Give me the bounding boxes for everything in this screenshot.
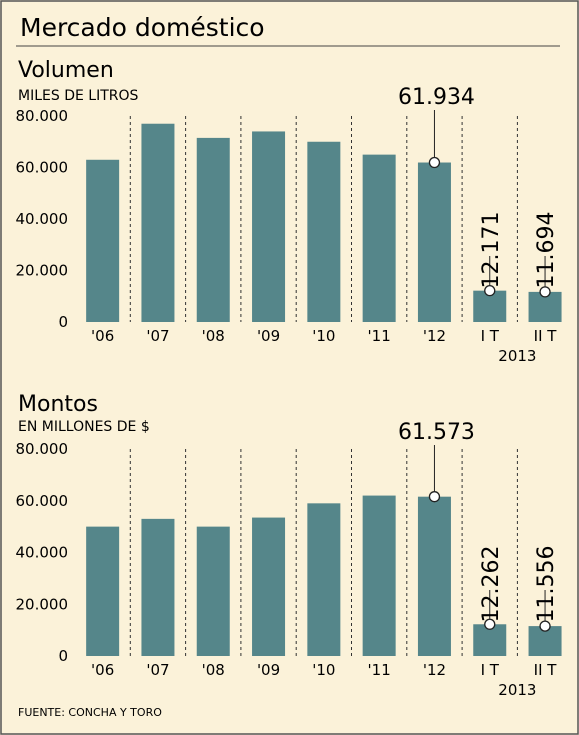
x-tick-label: '10 [312, 327, 335, 345]
x-tick-label: '06 [91, 661, 114, 679]
bar [307, 141, 341, 322]
volume-unit: MILES DE LITROS [18, 88, 138, 104]
callout-marker [539, 286, 551, 298]
x-tick-label: I T [481, 327, 500, 345]
y-tick-label: 20.000 [16, 262, 69, 280]
x-tick-label: II T [534, 327, 558, 345]
x-tick-label: '11 [368, 661, 391, 679]
x-tick-label: I T [481, 661, 500, 679]
x-tick-label: '12 [423, 327, 446, 345]
x-tick-label: '09 [257, 327, 280, 345]
x-tick-label: '06 [91, 327, 114, 345]
amount-title: Montos [18, 392, 98, 417]
bar [252, 131, 286, 322]
callout-marker [484, 285, 496, 297]
y-tick-label: 0 [58, 313, 68, 331]
bar [141, 123, 175, 322]
y-tick-label: 80.000 [16, 440, 69, 458]
y-tick-label: 20.000 [16, 595, 69, 613]
callout-marker [428, 156, 441, 169]
y-tick-label: 40.000 [16, 544, 69, 562]
amount-chart: 0 20.000 40.000 60.000 80.000 '06 '07 '08 '09 '10… [16, 420, 562, 699]
data-label: 61.573 [398, 420, 475, 445]
x-tick-label: '10 [312, 661, 335, 679]
x-tick-label: '12 [423, 661, 446, 679]
bar [252, 517, 286, 656]
bar [86, 526, 120, 656]
y-tick-label: 0 [58, 647, 68, 665]
y-tick-label: 40.000 [16, 210, 69, 228]
y-tick-label: 60.000 [16, 492, 69, 510]
x-tick-label: '08 [202, 661, 225, 679]
volume-chart: 0 20.000 40.000 60.000 80.000 '06 '07 '08 '09 '10… [16, 85, 562, 365]
amount-unit: EN MILLONES DE $ [18, 419, 150, 435]
year-label: 2013 [498, 681, 536, 699]
bar [196, 526, 230, 656]
callout-marker [428, 491, 441, 503]
data-label: 11.556 [534, 546, 559, 623]
x-tick-label: '09 [257, 661, 280, 679]
y-tick-label: 80.000 [16, 107, 69, 125]
callout-marker [539, 620, 551, 632]
data-label: 61.934 [398, 85, 475, 110]
bar [141, 518, 175, 656]
x-tick-label: '11 [368, 327, 391, 345]
bar [307, 503, 341, 656]
x-tick-label: II T [534, 661, 558, 679]
x-tick-label: '07 [146, 661, 169, 679]
x-tick-label: '07 [146, 327, 169, 345]
bar [417, 496, 451, 656]
y-tick-label: 60.000 [16, 159, 69, 177]
callout-marker [484, 618, 496, 630]
source-note: FUENTE: CONCHA Y TORO [18, 706, 162, 719]
bar [362, 495, 396, 656]
main-title: Mercado doméstico [20, 13, 265, 42]
data-label: 12.262 [479, 546, 504, 623]
bar [86, 159, 120, 322]
volume-title: Volumen [18, 58, 114, 83]
data-label: 12.171 [479, 212, 504, 289]
x-tick-label: '08 [202, 327, 225, 345]
data-label: 11.694 [534, 212, 559, 289]
bar [196, 137, 230, 322]
bar [362, 154, 396, 322]
year-label: 2013 [498, 347, 536, 365]
bar [417, 162, 451, 322]
